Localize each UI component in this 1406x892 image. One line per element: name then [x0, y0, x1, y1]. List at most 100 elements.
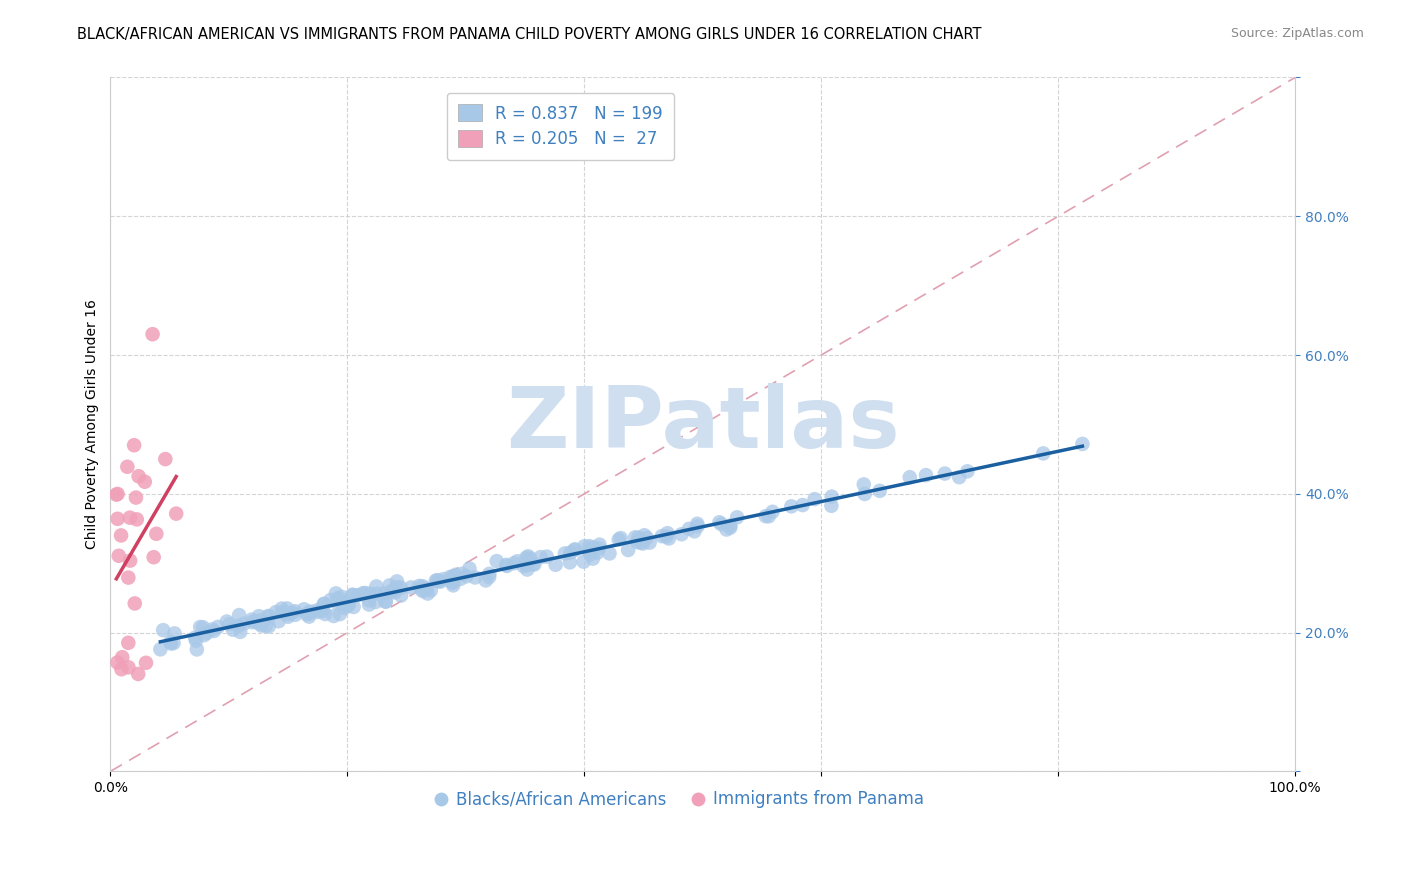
Point — [478, 566, 501, 581]
Point — [273, 606, 295, 620]
Point — [426, 573, 449, 587]
Point — [193, 628, 215, 642]
Point — [117, 459, 139, 474]
Point — [450, 572, 472, 586]
Text: BLACK/AFRICAN AMERICAN VS IMMIGRANTS FROM PANAMA CHILD POVERTY AMONG GIRLS UNDER: BLACK/AFRICAN AMERICAN VS IMMIGRANTS FRO… — [77, 27, 981, 42]
Point — [381, 583, 404, 598]
Point — [343, 599, 366, 614]
Point — [523, 558, 546, 572]
Point — [120, 553, 142, 567]
Point — [456, 569, 478, 583]
Point — [579, 547, 602, 561]
Point — [374, 594, 396, 608]
Point — [633, 528, 655, 542]
Point — [163, 626, 186, 640]
Point — [240, 613, 263, 627]
Point — [671, 527, 693, 541]
Point — [451, 566, 474, 581]
Point — [686, 519, 709, 533]
Point — [415, 582, 437, 596]
Point — [284, 607, 307, 622]
Point — [125, 512, 148, 526]
Point — [298, 609, 321, 624]
Point — [408, 579, 430, 593]
Point — [186, 642, 208, 657]
Point — [110, 662, 132, 676]
Point — [710, 517, 733, 532]
Point — [464, 570, 486, 584]
Point — [249, 614, 271, 628]
Point — [948, 470, 970, 484]
Point — [554, 546, 576, 560]
Point — [412, 584, 434, 599]
Point — [117, 660, 139, 674]
Point — [232, 616, 254, 631]
Point — [869, 483, 891, 498]
Point — [267, 614, 290, 628]
Point — [125, 491, 148, 505]
Point — [256, 609, 278, 624]
Point — [519, 551, 541, 566]
Point — [506, 554, 529, 568]
Point — [755, 509, 778, 524]
Point — [578, 545, 600, 559]
Point — [678, 522, 700, 536]
Point — [292, 602, 315, 616]
Point — [485, 554, 508, 568]
Point — [631, 536, 654, 550]
Point — [478, 570, 501, 584]
Point — [792, 498, 814, 512]
Point — [118, 510, 141, 524]
Point — [335, 597, 357, 611]
Point — [544, 558, 567, 572]
Point — [284, 604, 307, 618]
Point — [439, 570, 461, 584]
Point — [325, 595, 347, 609]
Point — [803, 492, 825, 507]
Point — [127, 667, 149, 681]
Point — [307, 605, 329, 619]
Point — [441, 569, 464, 583]
Point — [250, 618, 273, 632]
Point — [425, 574, 447, 588]
Point — [312, 597, 335, 611]
Text: ZIPatlas: ZIPatlas — [506, 383, 900, 466]
Point — [311, 601, 333, 615]
Point — [314, 607, 336, 621]
Point — [378, 578, 401, 592]
Point — [522, 557, 544, 571]
Point — [277, 607, 299, 622]
Point — [761, 505, 783, 519]
Point — [332, 598, 354, 612]
Point — [319, 593, 342, 607]
Point — [195, 626, 218, 640]
Point — [432, 572, 454, 586]
Point — [207, 620, 229, 634]
Point — [117, 571, 139, 585]
Point — [441, 575, 464, 590]
Point — [311, 604, 333, 618]
Point — [201, 623, 224, 637]
Point — [352, 586, 374, 600]
Point — [636, 531, 658, 545]
Point — [852, 477, 875, 491]
Point — [709, 516, 731, 530]
Point — [444, 567, 467, 582]
Point — [337, 598, 360, 612]
Point — [218, 617, 240, 632]
Point — [134, 475, 156, 489]
Point — [117, 636, 139, 650]
Point — [228, 608, 250, 623]
Point — [624, 530, 647, 544]
Point — [427, 574, 450, 588]
Point — [122, 438, 145, 452]
Point — [934, 467, 956, 481]
Point — [333, 601, 356, 615]
Point — [586, 546, 609, 560]
Point — [257, 619, 280, 633]
Point — [658, 532, 681, 546]
Point — [582, 551, 605, 566]
Point — [725, 510, 748, 524]
Point — [107, 512, 129, 526]
Point — [496, 558, 519, 573]
